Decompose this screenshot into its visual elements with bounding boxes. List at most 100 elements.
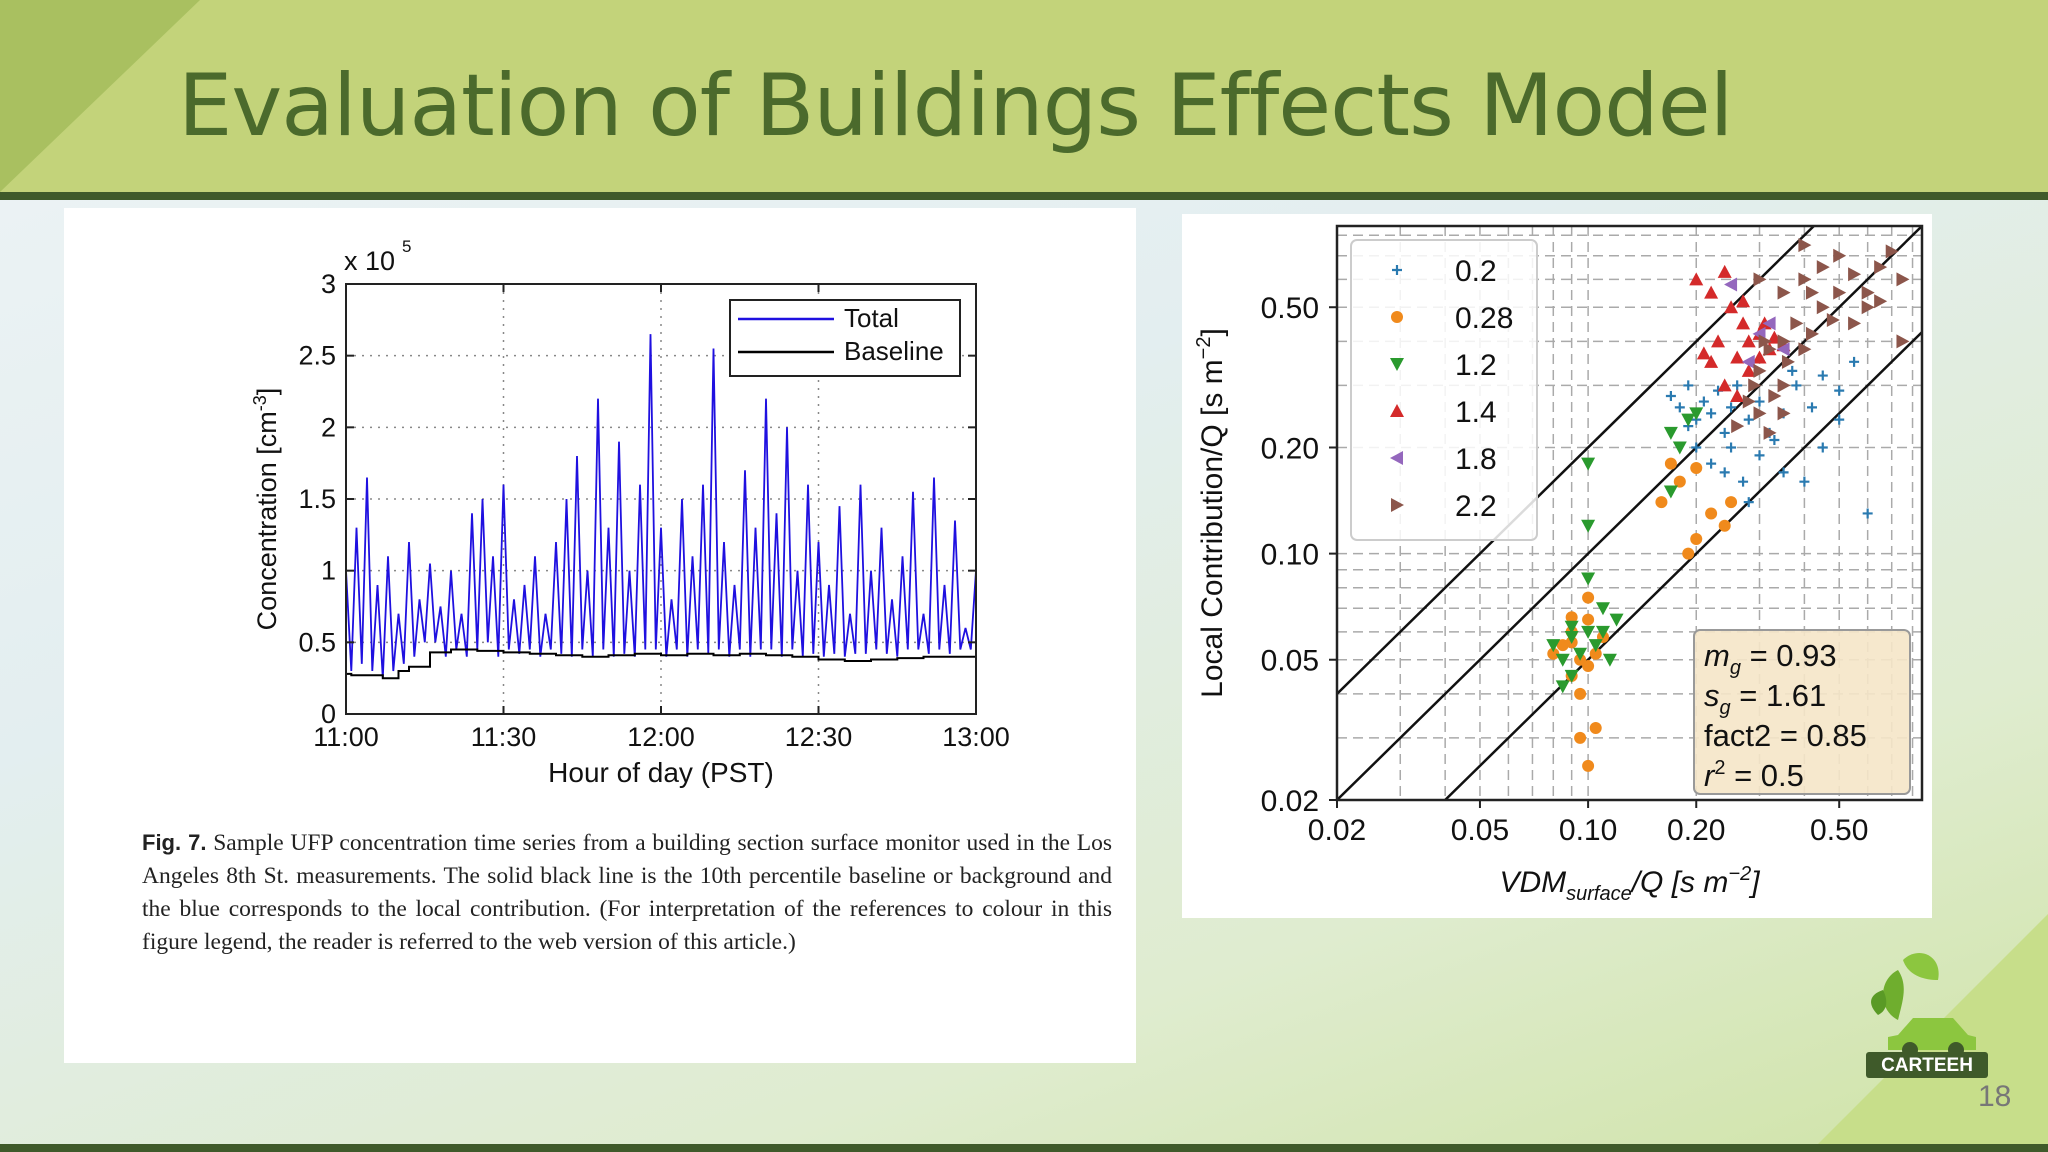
stats-line: fact2 = 0.85	[1704, 718, 1867, 753]
data-point-0.2	[1719, 467, 1730, 478]
data-point-0.28	[1655, 496, 1668, 509]
data-point-1.2	[1689, 407, 1704, 421]
legend-label: 0.28	[1455, 302, 1513, 335]
data-point-1.2	[1595, 602, 1610, 616]
legend-label: 1.4	[1455, 396, 1497, 429]
legend-marker	[1390, 358, 1404, 371]
data-point-0.28	[1664, 457, 1677, 470]
x-tick-label: 11:30	[471, 722, 537, 752]
legend-box	[1350, 239, 1538, 541]
data-point-0.2	[1674, 402, 1685, 413]
x-tick-label: 13:00	[942, 722, 1010, 752]
caption-label: Fig. 7.	[142, 830, 207, 855]
data-point-0.2	[1799, 476, 1810, 487]
data-point-2.2	[1758, 334, 1772, 349]
data-point-2.2	[1848, 316, 1862, 331]
y-tick-label: 0.05	[1261, 645, 1319, 678]
scatter-figure: 0.02 0.05 0.10 0.20 0.50 0.02 0.05 0.10 0.20 0.50…	[1182, 214, 1932, 918]
y-tick-label: 1.5	[298, 484, 336, 514]
y-tick-label: 1	[321, 556, 336, 586]
data-point-1.4	[1736, 294, 1751, 308]
legend-marker	[1390, 451, 1403, 465]
data-point-1.4	[1741, 334, 1756, 348]
data-point-1.4	[1741, 363, 1756, 377]
data-point-0.28	[1565, 611, 1578, 624]
y-tick-label: 0.5	[298, 627, 336, 657]
legend-label: 1.8	[1455, 443, 1497, 476]
y-tick-label: 0	[321, 699, 336, 729]
data-point-1.4	[1730, 350, 1745, 364]
legend-marker	[1391, 498, 1404, 512]
y-axis-label: Concentration [cm-3]	[250, 388, 282, 631]
data-point-1.2	[1564, 620, 1579, 634]
stats-line: r2 = 0.5	[1704, 757, 1804, 793]
data-point-1.4	[1724, 300, 1739, 314]
data-point-0.2	[1743, 414, 1754, 425]
data-point-1.2	[1546, 639, 1561, 653]
data-point-1.4	[1704, 354, 1719, 368]
page-number: 18	[1978, 1080, 2012, 1113]
stats-line: mg = 0.93	[1704, 638, 1837, 679]
data-point-0.2	[1719, 427, 1730, 438]
data-point-1.2	[1595, 625, 1610, 639]
data-point-0.2	[1807, 402, 1818, 413]
data-point-0.28	[1589, 722, 1602, 735]
data-point-1.2	[1573, 647, 1588, 661]
data-point-2.2	[1896, 272, 1910, 287]
data-point-1.2	[1672, 441, 1687, 455]
data-point-2.2	[1861, 300, 1875, 315]
reference-line-factor-1	[1337, 226, 1922, 800]
data-point-1.2	[1602, 653, 1617, 667]
data-point-2.2	[1861, 285, 1875, 300]
data-point-0.28	[1574, 687, 1587, 700]
y-multiplier-exponent: 5	[402, 237, 411, 256]
time-series-chart: 11:00 11:30 12:00 12:30 13:00 0 0.5 1 1.5 2 2.5 3 x …	[250, 237, 1010, 788]
stats-line: sg = 1.61	[1704, 678, 1826, 719]
reference-line-factor-0.5	[1443, 330, 1922, 800]
data-point-1.2	[1609, 613, 1624, 627]
y-tick-label: 3	[321, 269, 336, 299]
data-point-2.2	[1777, 406, 1791, 421]
logo-text: CARTEEH	[1881, 1055, 1973, 1076]
slide-header: Evaluation of Buildings Effects Model	[0, 0, 2048, 192]
data-point-0.28	[1682, 547, 1695, 560]
y-multiplier: x 10	[344, 246, 395, 276]
scatter-points	[1546, 238, 1910, 772]
time-series-figure: 11:00 11:30 12:00 12:30 13:00 0 0.5 1 1.5 2 2.5 3 x …	[64, 208, 1136, 1063]
data-point-0.28	[1589, 647, 1602, 660]
data-point-0.2	[1726, 402, 1737, 413]
data-point-1.4	[1689, 272, 1704, 286]
data-point-2.2	[1816, 260, 1830, 275]
footer-divider	[0, 1144, 2048, 1152]
data-point-0.28	[1725, 496, 1738, 509]
data-point-1.8	[1724, 277, 1738, 292]
data-point-0.2	[1849, 356, 1860, 367]
data-point-2.2	[1798, 272, 1812, 287]
data-point-2.2	[1763, 425, 1777, 440]
data-point-2.2	[1885, 244, 1899, 259]
data-point-0.2	[1834, 385, 1845, 396]
data-point-0.2	[1726, 442, 1737, 453]
data-point-2.2	[1777, 378, 1791, 393]
data-point-1.2	[1581, 519, 1596, 533]
data-point-1.4	[1736, 316, 1751, 330]
x-axis-label: VDMsurface/Q [s m−2]	[1499, 863, 1760, 905]
x-axis-label: Hour of day (PST)	[548, 757, 774, 788]
data-point-0.2	[1778, 467, 1789, 478]
x-tick-label: 0.05	[1451, 814, 1509, 847]
data-point-1.8	[1762, 316, 1776, 331]
data-point-2.2	[1763, 342, 1777, 357]
data-point-0.2	[1862, 508, 1873, 519]
data-point-0.28	[1705, 507, 1718, 520]
data-point-0.28	[1582, 659, 1595, 672]
header-divider	[0, 192, 2048, 200]
data-point-2.2	[1798, 342, 1812, 357]
legend-box	[729, 299, 961, 377]
data-point-1.4	[1752, 350, 1767, 364]
series-line-baseline	[346, 648, 976, 680]
figure-caption: Fig. 7. Sample UFP concentration time se…	[142, 826, 1112, 959]
data-point-0.2	[1665, 390, 1676, 401]
data-point-2.2	[1848, 267, 1862, 282]
data-point-2.2	[1790, 316, 1804, 331]
legend-label: 0.2	[1455, 255, 1497, 288]
